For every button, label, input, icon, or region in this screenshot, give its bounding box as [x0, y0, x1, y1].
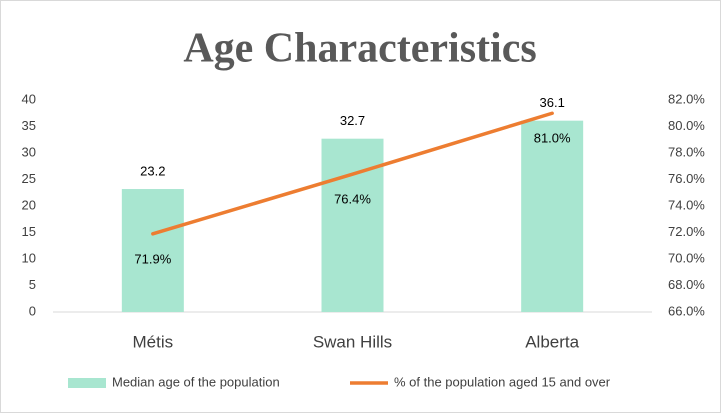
y2-tick-label: 74.0% — [668, 197, 705, 212]
y-tick-label: 30 — [22, 144, 36, 159]
y2-tick-label: 72.0% — [668, 224, 705, 239]
data-label: 81.0% — [534, 131, 571, 146]
legend-swatch — [68, 378, 106, 388]
y2-tick-label: 76.0% — [668, 171, 705, 186]
y2-tick-label: 78.0% — [668, 144, 705, 159]
y-tick-label: 10 — [22, 250, 36, 265]
data-label: 23.2 — [140, 163, 165, 178]
legend-label: % of the population aged 15 and over — [394, 374, 611, 389]
y-tick-label: 40 — [22, 91, 36, 106]
y-tick-label: 15 — [22, 224, 36, 239]
chart-title: Age Characteristics — [183, 26, 536, 72]
y-tick-label: 0 — [29, 303, 36, 318]
y-tick-label: 25 — [22, 171, 36, 186]
data-label: 36.1 — [540, 95, 565, 110]
y-tick-label: 35 — [22, 118, 36, 133]
legend-label: Median age of the population — [112, 374, 280, 389]
y2-tick-label: 82.0% — [668, 91, 705, 106]
data-label: 71.9% — [134, 251, 171, 266]
data-label: 32.7 — [340, 113, 365, 128]
y2-tick-label: 66.0% — [668, 303, 705, 318]
bar — [321, 138, 384, 312]
x-tick-label: Swan Hills — [313, 332, 392, 351]
y2-tick-label: 70.0% — [668, 250, 705, 265]
bar — [121, 189, 184, 312]
bar — [521, 120, 584, 312]
y-tick-label: 20 — [22, 197, 36, 212]
y2-tick-label: 80.0% — [668, 118, 705, 133]
y-tick-label: 5 — [29, 277, 36, 292]
y2-tick-label: 68.0% — [668, 277, 705, 292]
x-tick-label: Alberta — [525, 332, 579, 351]
x-tick-label: Métis — [133, 332, 174, 351]
line — [151, 111, 554, 236]
data-label: 76.4% — [334, 192, 371, 207]
